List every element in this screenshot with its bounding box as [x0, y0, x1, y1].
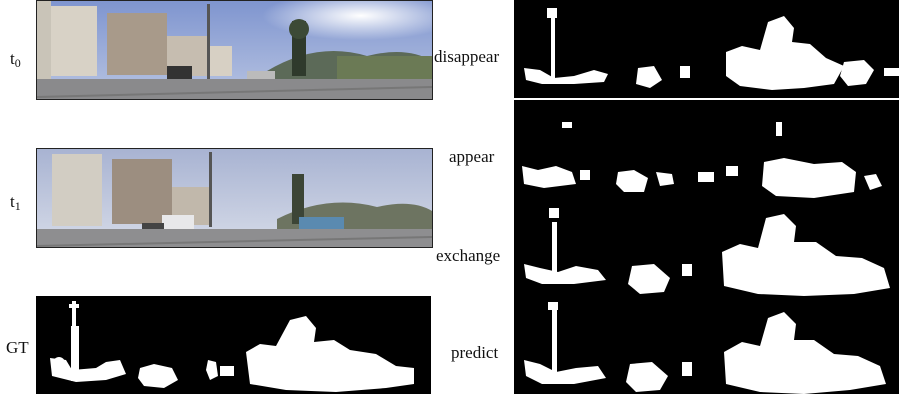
- label-t1-base: t: [10, 192, 15, 211]
- label-disappear: disappear: [434, 47, 500, 66]
- appear-mask: [514, 100, 899, 198]
- exchange-mask: [514, 198, 899, 296]
- disappear-mask: [514, 0, 899, 98]
- label-t0-base: t: [10, 49, 15, 68]
- panorama-t1-image: [36, 148, 433, 248]
- predict-mask: [514, 296, 899, 394]
- ground-truth-mask: [36, 296, 431, 394]
- label-t0-sub: 0: [14, 56, 21, 70]
- label-appear: appear: [449, 147, 495, 166]
- label-t1: t1: [10, 193, 21, 212]
- label-predict: predict: [451, 343, 499, 362]
- panorama-t0-image: [36, 0, 433, 100]
- label-t1-sub: 1: [14, 199, 21, 213]
- label-t0: t0: [10, 50, 21, 69]
- label-gt: GT: [6, 338, 29, 357]
- label-exchange: exchange: [436, 246, 501, 265]
